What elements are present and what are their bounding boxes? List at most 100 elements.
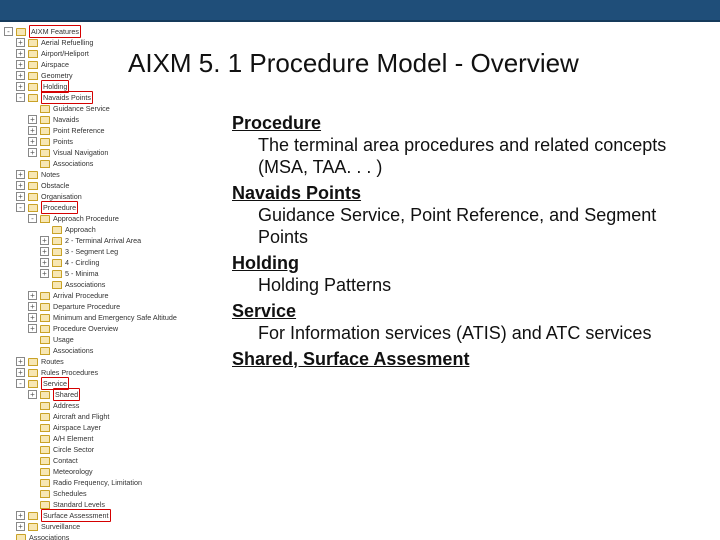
expand-icon[interactable]: + [16,181,25,190]
expand-icon[interactable]: + [28,148,37,157]
tree-item[interactable]: +Minimum and Emergency Safe Altitude [4,312,146,323]
expand-icon[interactable]: + [28,390,37,399]
tree-item[interactable]: -Navaids Points [4,92,146,103]
expand-icon[interactable]: + [16,368,25,377]
slide-title: AIXM 5. 1 Procedure Model - Overview [128,48,579,79]
tree-item[interactable]: Meteorology [4,466,146,477]
tree-item[interactable]: Address [4,400,146,411]
tree-item[interactable]: +Notes [4,169,146,180]
expand-icon[interactable]: - [4,27,13,36]
tree-item[interactable]: Circle Sector [4,444,146,455]
expand-icon[interactable]: + [16,192,25,201]
expand-icon[interactable]: + [28,126,37,135]
tree-item[interactable]: + Airport/Heliport [4,48,146,59]
folder-icon [52,226,62,234]
tree-item-label: A/H Element [53,433,93,444]
folder-icon [40,479,50,487]
tree-item[interactable]: Guidance Service [4,103,146,114]
tree-item[interactable]: +Navaids [4,114,146,125]
section-description: Holding Patterns [232,274,672,296]
expand-icon[interactable]: + [40,269,49,278]
expand-icon[interactable]: + [28,137,37,146]
tree-item-label: 3 - Segment Leg [65,246,118,257]
expand-icon[interactable]: - [16,93,25,102]
tree-item-label: Airport/Heliport [41,48,89,59]
tree-item[interactable]: Radio Frequency, Limitation [4,477,146,488]
tree-item[interactable]: +Points [4,136,146,147]
tree-item[interactable]: + Aerial Refuelling [4,37,146,48]
expand-icon[interactable]: - [16,379,25,388]
tree-item[interactable]: +4 - Circling [4,257,146,268]
tree-item[interactable]: Approach [4,224,146,235]
tree-item-label: Circle Sector [53,444,94,455]
tree-item[interactable]: -Approach Procedure [4,213,146,224]
tree-item[interactable]: +Surface Assessment [4,510,146,521]
tree-item[interactable]: Associations [4,345,146,356]
tree-item[interactable]: -Procedure [4,202,146,213]
tree-item[interactable]: Contact [4,455,146,466]
expand-icon[interactable]: + [28,324,37,333]
tree-item[interactable]: +Obstacle [4,180,146,191]
folder-icon [40,413,50,421]
tree-item[interactable]: Associations [4,158,146,169]
tree-item[interactable]: +3 - Segment Leg [4,246,146,257]
tree-item[interactable]: Schedules [4,488,146,499]
folder-icon [28,50,38,58]
tree-item[interactable]: +Visual Navigation [4,147,146,158]
tree-item-label: Departure Procedure [53,301,120,312]
expand-icon[interactable]: + [16,38,25,47]
tree-item[interactable]: +Surveillance [4,521,146,532]
tree-item[interactable]: +5 - Minima [4,268,146,279]
expand-icon[interactable]: + [16,49,25,58]
section-heading: Navaids Points [232,182,672,204]
expand-icon[interactable]: + [16,522,25,531]
tree-item[interactable]: +Shared [4,389,146,400]
tree-item[interactable]: + Airspace [4,59,146,70]
folder-icon [16,28,26,36]
tree-item-label: Associations [53,345,93,356]
tree-item[interactable]: +Routes [4,356,146,367]
tree-item[interactable]: +Arrival Procedure [4,290,146,301]
expand-icon[interactable]: + [16,357,25,366]
section-description: The terminal area procedures and related… [232,134,672,178]
expand-icon[interactable]: + [16,71,25,80]
tree-item[interactable]: Airspace Layer [4,422,146,433]
tree-item[interactable]: Associations [4,532,146,540]
expand-icon[interactable]: - [16,203,25,212]
expand-icon[interactable]: + [16,82,25,91]
expand-icon[interactable]: - [28,214,37,223]
content-area: Procedure The terminal area procedures a… [232,112,672,370]
tree-item[interactable]: +Rules Procedures [4,367,146,378]
tree-item-label: Airspace [41,59,69,70]
expand-icon[interactable]: + [16,511,25,520]
tree-item[interactable]: +Procedure Overview [4,323,146,334]
folder-icon [28,72,38,80]
expand-icon[interactable]: + [28,313,37,322]
tree-item[interactable]: +Point Reference [4,125,146,136]
tree-item[interactable]: Aircraft and Flight [4,411,146,422]
expand-icon[interactable]: + [40,236,49,245]
expand-icon[interactable]: + [16,60,25,69]
top-bar [0,0,720,22]
tree-item[interactable]: +Geometry [4,70,146,81]
tree-item[interactable]: A/H Element [4,433,146,444]
expand-icon[interactable]: + [40,258,49,267]
expand-icon[interactable]: + [28,302,37,311]
section-heading: Holding [232,252,672,274]
tree-item-label: Radio Frequency, Limitation [53,477,142,488]
tree-item[interactable]: +2 - Terminal Arrival Area [4,235,146,246]
expand-icon[interactable]: + [40,247,49,256]
tree-item[interactable]: Associations [4,279,146,290]
tree-item-label: Aerial Refuelling [41,37,93,48]
folder-icon [28,369,38,377]
tree-item[interactable]: -AIXM Features [4,26,146,37]
folder-icon [40,116,50,124]
tree-item-label: Usage [53,334,74,345]
slide-page: -AIXM Features+Aerial Refuelling+Airport… [0,0,720,540]
tree-item[interactable]: Usage [4,334,146,345]
tree-item[interactable]: + Departure Procedure [4,301,146,312]
expand-icon[interactable]: + [16,170,25,179]
tree-item-label: Associations [53,158,93,169]
expand-icon[interactable]: + [28,115,37,124]
expand-icon[interactable]: + [28,291,37,300]
